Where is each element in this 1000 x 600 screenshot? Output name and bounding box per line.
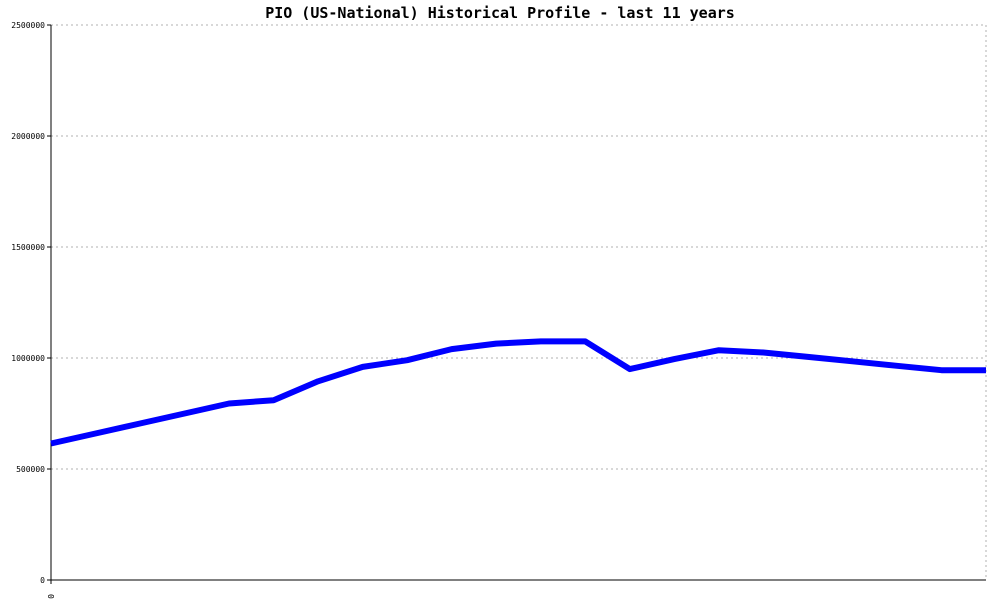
grid-lines	[51, 24, 987, 580]
y-tick-label: 1500000	[11, 243, 45, 252]
y-tick-label: 1000000	[11, 354, 45, 363]
series	[50, 338, 986, 447]
y-tick-labels: 0 500000 1000000 1500000 2000000 2500000	[11, 21, 45, 585]
y-tick-label: 2000000	[11, 132, 45, 141]
y-tick-label: 500000	[16, 465, 45, 474]
y-tick-label: 0	[40, 576, 45, 585]
x-tick-labels: 0	[46, 594, 55, 599]
series-line	[50, 338, 986, 447]
axes	[47, 24, 986, 584]
chart-title: PIO (US-National) Historical Profile - l…	[265, 4, 735, 22]
x-tick-label: 0	[46, 594, 55, 599]
y-tick-label: 2500000	[11, 21, 45, 30]
